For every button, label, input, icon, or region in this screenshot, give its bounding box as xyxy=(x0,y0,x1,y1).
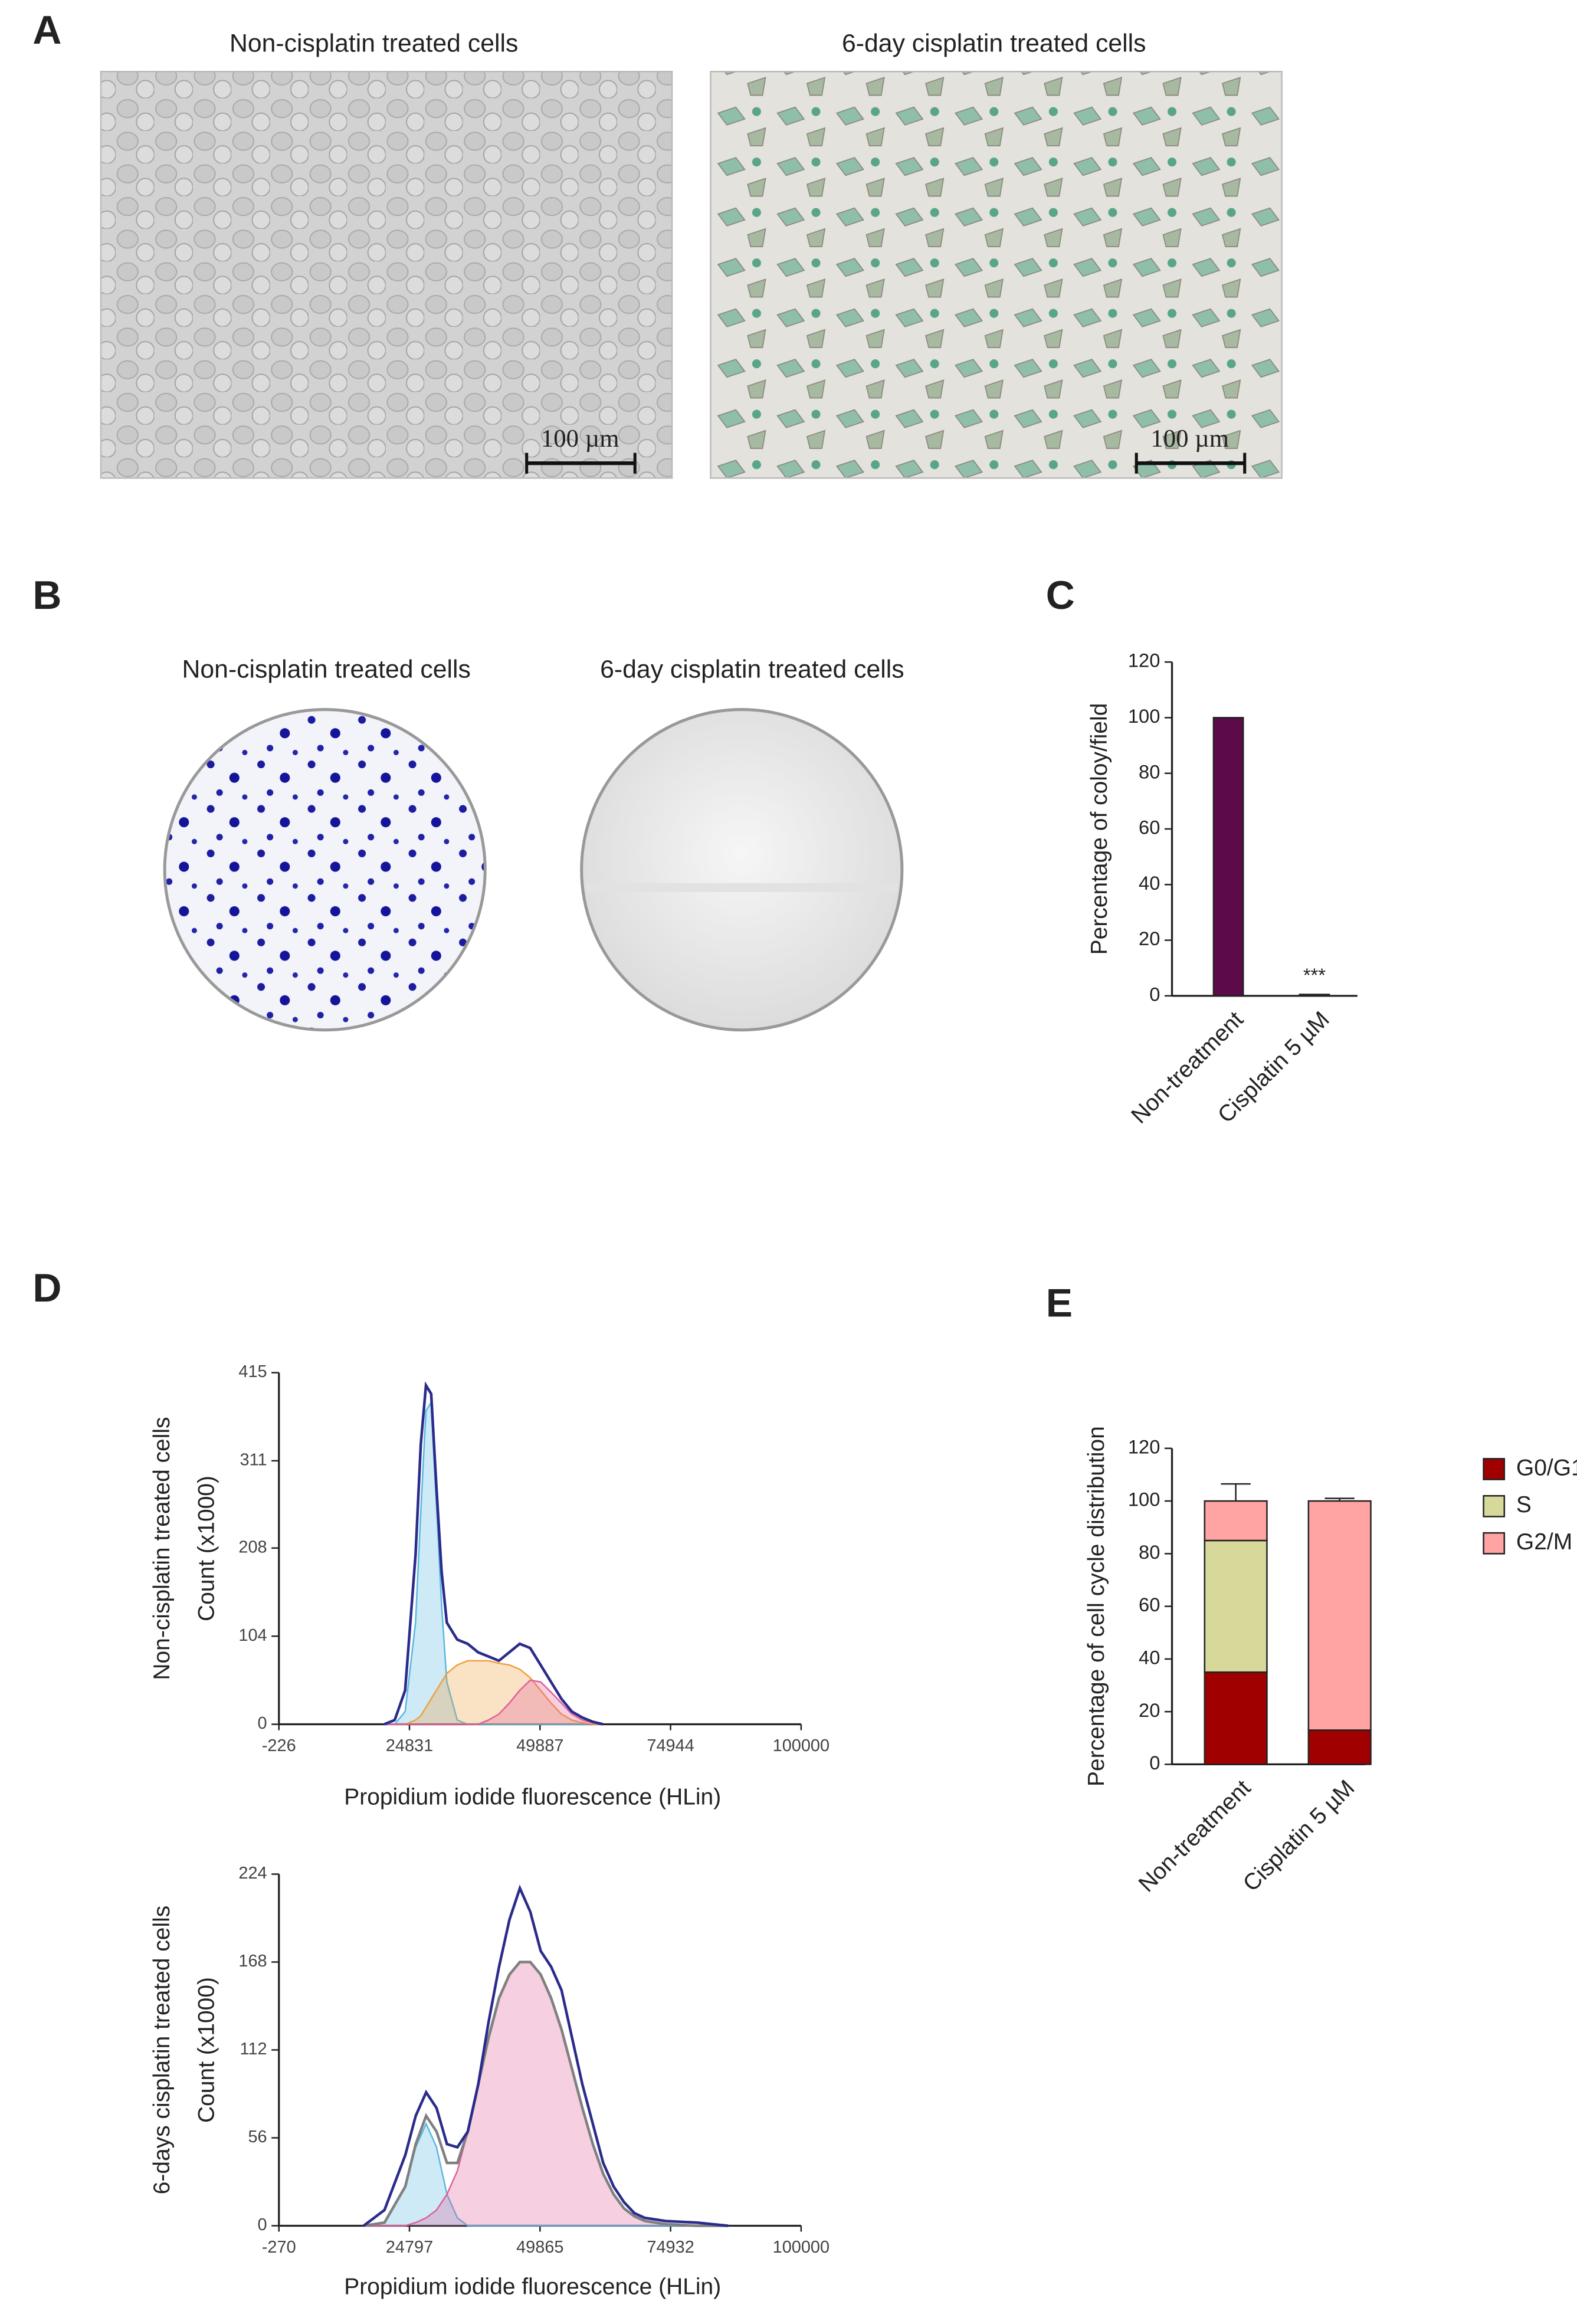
y-tick-label: 20 xyxy=(1139,927,1160,949)
x-tick-label: Cisplatin 5 µM xyxy=(1238,1775,1360,1897)
x-tick-label: Non-treatment xyxy=(1134,1775,1256,1897)
image-caption: 6-day cisplatin treated cells xyxy=(600,655,904,683)
bar-segment xyxy=(1307,1729,1372,1765)
legend-swatch xyxy=(1483,1532,1506,1555)
panel-label: B xyxy=(32,573,61,618)
x-tick-label: 49865 xyxy=(516,2238,563,2257)
side-label: Non-cisplatin treated cells xyxy=(149,1417,175,1680)
legend-label: S xyxy=(1516,1492,1532,1517)
y-axis-label: Count (x1000) xyxy=(194,1977,219,2123)
colony-dish xyxy=(163,708,487,1032)
x-tick-label: 74932 xyxy=(647,2238,694,2257)
y-tick-label: 40 xyxy=(1139,1647,1160,1669)
component-fill xyxy=(384,1680,604,1725)
x-axis-label: Propidium iodide fluorescence (HLin) xyxy=(344,2274,721,2299)
y-tick-label: 112 xyxy=(240,2040,267,2059)
y-tick-label: 104 xyxy=(238,1626,267,1645)
y-tick-label: 0 xyxy=(1149,1752,1160,1774)
y-tick-label: 80 xyxy=(1139,761,1160,782)
scale-label: 100 µm xyxy=(541,425,619,453)
y-tick-label: 0 xyxy=(258,2215,267,2234)
component-fill xyxy=(363,2123,729,2226)
x-tick-label: 24831 xyxy=(386,1736,433,1755)
y-tick-label: 100 xyxy=(1128,705,1160,727)
bar-segment xyxy=(1204,1671,1268,1765)
y-tick-label: 20 xyxy=(1139,1699,1160,1721)
histogram-line xyxy=(363,1961,729,2227)
significance-label: *** xyxy=(1303,964,1326,986)
panel-label: D xyxy=(32,1266,61,1310)
y-tick-label: 80 xyxy=(1139,1541,1160,1563)
x-tick-label: 100000 xyxy=(773,2238,830,2257)
component-fill xyxy=(384,1660,604,1725)
y-tick-label: 168 xyxy=(238,1952,267,1971)
legend-label: G2/M xyxy=(1516,1529,1572,1555)
y-tick-label: 120 xyxy=(1128,1435,1160,1457)
bar xyxy=(1299,994,1330,997)
image-caption: Non-cisplatin treated cells xyxy=(229,29,518,57)
panel-label: A xyxy=(32,8,61,53)
micrograph xyxy=(710,71,1283,479)
x-axis-label: Propidium iodide fluorescence (HLin) xyxy=(344,1785,721,1810)
x-tick-label: 24797 xyxy=(386,2238,433,2257)
y-tick-label: 100 xyxy=(1128,1489,1160,1510)
x-tick-label: 49887 xyxy=(516,1736,563,1755)
y-tick-label: 224 xyxy=(238,1864,267,1883)
bar-segment xyxy=(1204,1500,1268,1542)
legend-swatch xyxy=(1483,1495,1506,1517)
histogram-line xyxy=(363,1884,729,2227)
component-fill xyxy=(363,1962,729,2226)
y-axis-label: Count (x1000) xyxy=(194,1476,219,1621)
bar xyxy=(1212,717,1244,997)
panel-label: E xyxy=(1046,1281,1073,1325)
image-caption: 6-day cisplatin treated cells xyxy=(842,29,1146,57)
x-tick-label: 100000 xyxy=(773,1736,830,1755)
y-axis-label: Percentage of cell cycle distribution xyxy=(1084,1426,1109,1787)
component-curve xyxy=(384,1660,604,1725)
bar-segment xyxy=(1307,1500,1372,1731)
legend-label: G0/G1 xyxy=(1516,1455,1577,1480)
y-tick-label: 208 xyxy=(238,1538,267,1556)
y-tick-label: 0 xyxy=(258,1714,267,1733)
image-caption: Non-cisplatin treated cells xyxy=(182,655,471,683)
y-tick-label: 0 xyxy=(1149,983,1160,1005)
y-tick-label: 56 xyxy=(248,2128,267,2146)
component-curve xyxy=(363,2122,729,2227)
y-tick-label: 415 xyxy=(238,1362,267,1381)
colony-dish xyxy=(580,708,904,1032)
scale-label: 100 µm xyxy=(1150,425,1229,453)
side-label: 6-days cisplatin treated cells xyxy=(149,1906,175,2195)
y-tick-label: 120 xyxy=(1128,650,1160,671)
y-tick-label: 60 xyxy=(1139,1594,1160,1615)
component-fill xyxy=(384,1402,604,1725)
y-axis-label: Percentage of coloy/field xyxy=(1087,703,1112,955)
y-tick-label: 60 xyxy=(1139,817,1160,838)
x-tick-label: -270 xyxy=(262,2238,296,2257)
x-tick-label: 74944 xyxy=(647,1736,694,1755)
micrograph xyxy=(100,71,673,479)
histogram-line xyxy=(383,1381,604,1726)
panel-label: C xyxy=(1046,573,1075,618)
bar-segment xyxy=(1204,1539,1268,1673)
legend-swatch xyxy=(1483,1458,1506,1480)
x-tick-label: -226 xyxy=(262,1736,296,1755)
y-tick-label: 311 xyxy=(240,1451,267,1470)
y-tick-label: 40 xyxy=(1139,872,1160,894)
component-curve xyxy=(384,1679,604,1725)
